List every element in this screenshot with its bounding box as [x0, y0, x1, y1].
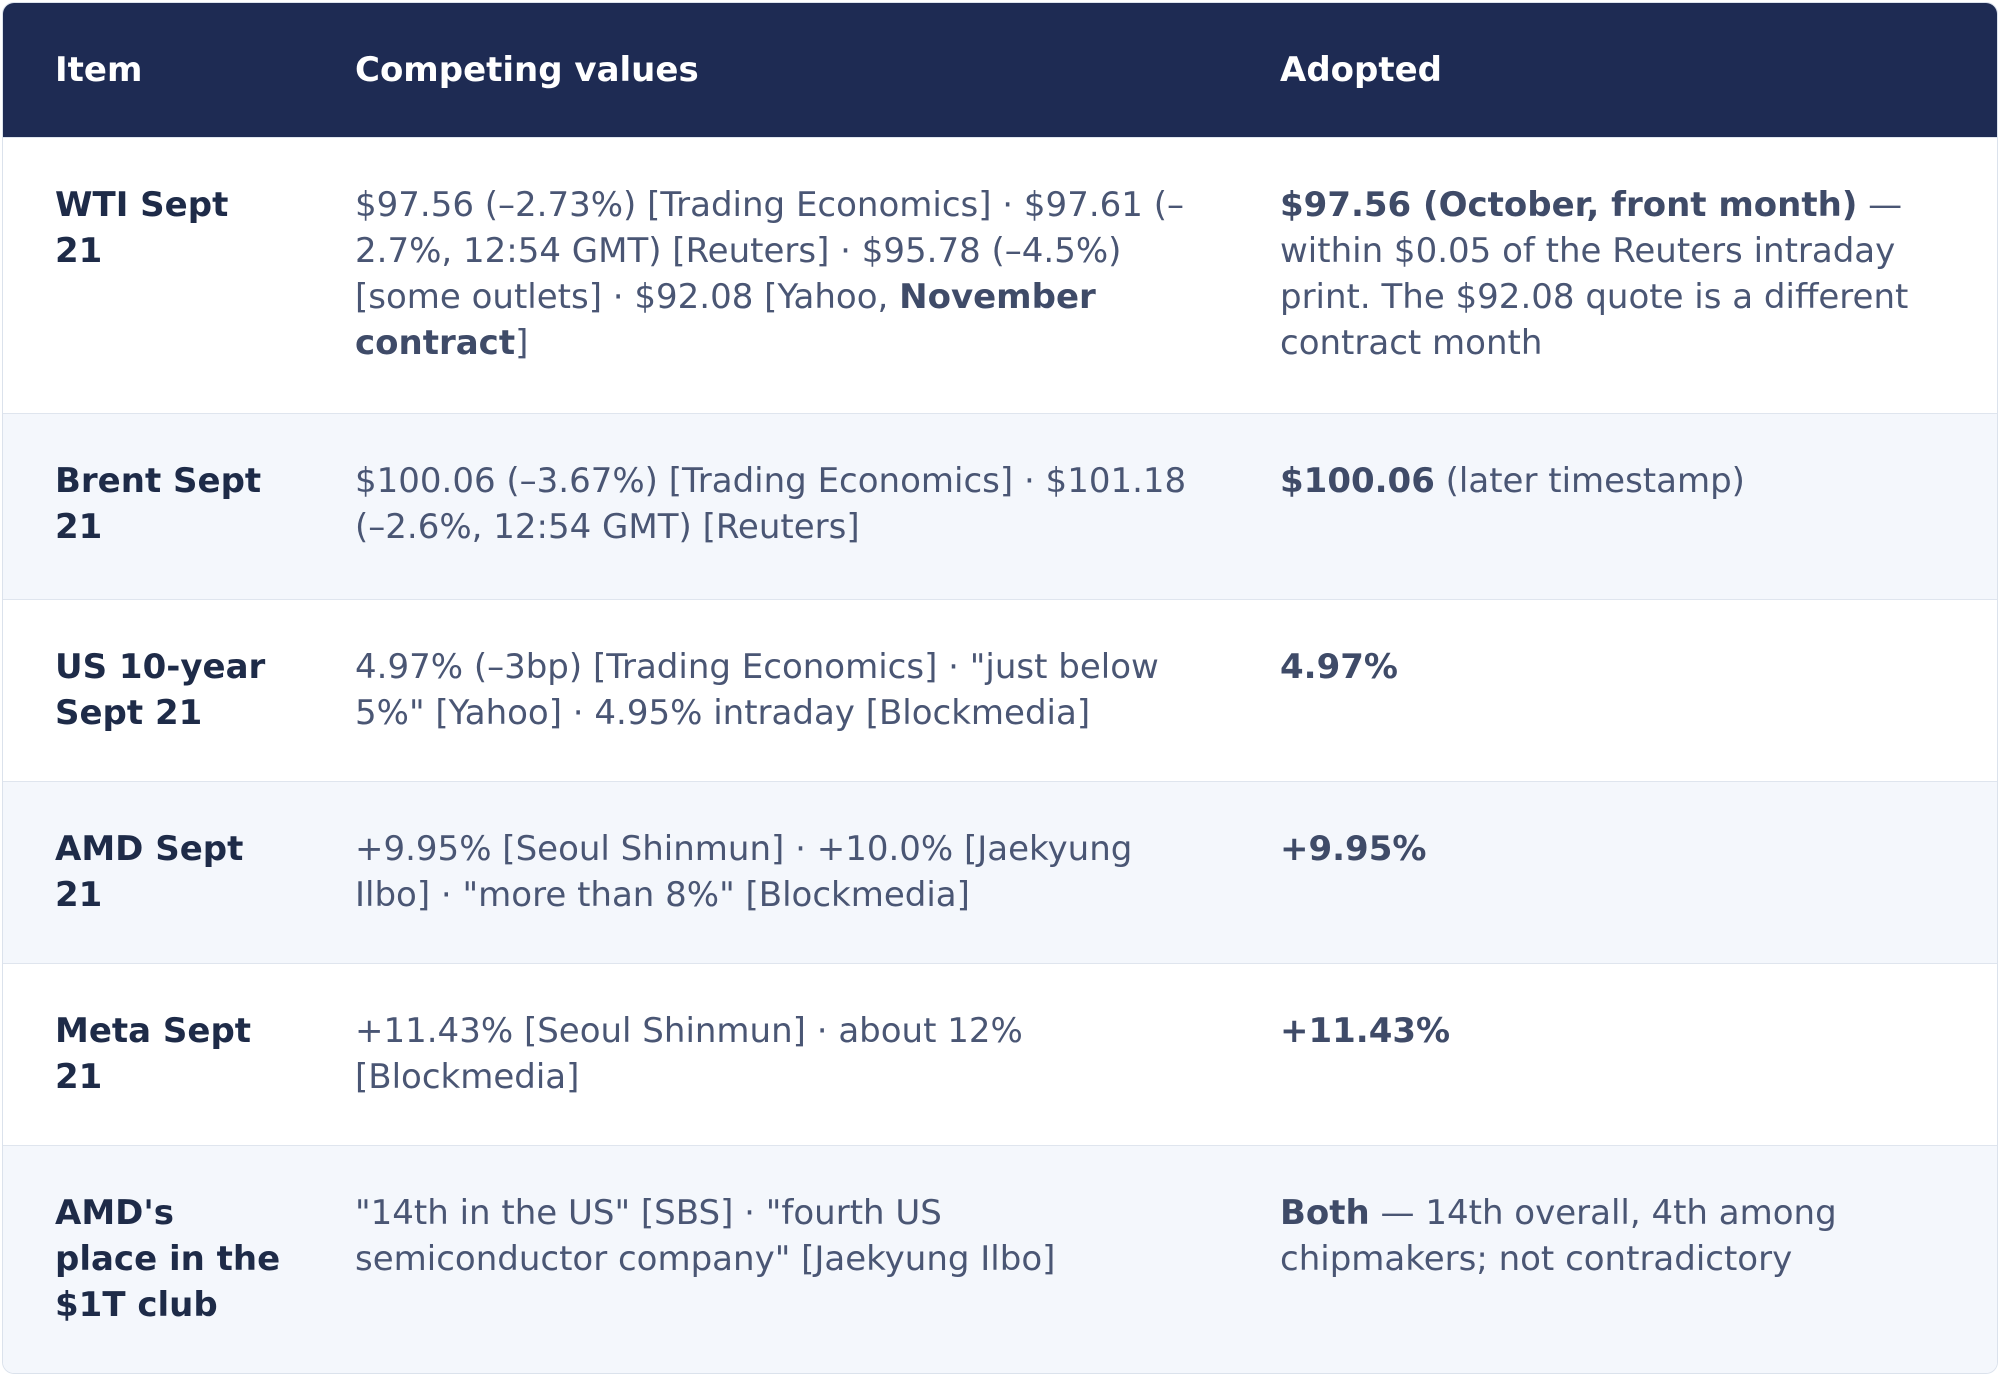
header-adopted: Adopted — [1280, 49, 1442, 90]
table-row: Brent Sept 21 $100.06 (–3.67%) [Trading … — [3, 413, 1997, 599]
header-competing-values: Competing values — [355, 49, 699, 90]
table-body: WTI Sept 21 $97.56 (–2.73%) [Trading Eco… — [3, 137, 1997, 1373]
item-cell: Brent Sept 21 — [55, 460, 262, 547]
adopted-cell: Both — 14th overall, 4th among chipmaker… — [1228, 1145, 1997, 1373]
item-cell: US 10-year Sept 21 — [55, 646, 266, 733]
competing-cell: 4.97% (–3bp) [Trading Economics] · "just… — [355, 646, 1159, 733]
table-row: US 10-year Sept 21 4.97% (–3bp) [Trading… — [3, 599, 1997, 781]
competing-cell: $100.06 (–3.67%) [Trading Economics] · $… — [355, 460, 1187, 547]
competing-text-end: ] — [515, 322, 529, 363]
adopted-note: — within $0.05 of the Reuters intraday p… — [1280, 184, 1909, 363]
adopted-cell: +9.95% — [1228, 781, 1997, 963]
adopted-value: +9.95% — [1280, 828, 1427, 869]
competing-emphasis: November contract — [355, 276, 1096, 363]
item-cell: AMD Sept 21 — [55, 828, 244, 915]
adopted-cell: +11.43% — [1228, 963, 1997, 1145]
competing-text: $97.56 (–2.73%) [Trading Economics] · $9… — [355, 184, 1184, 317]
competing-cell: "14th in the US" [SBS] · "fourth US semi… — [355, 1192, 1056, 1279]
adopted-cell: $97.56 (October, front month) — within $… — [1228, 137, 1997, 413]
adopted-note: (later timestamp) — [1434, 460, 1745, 501]
item-cell: WTI Sept 21 — [55, 184, 229, 271]
header-item: Item — [55, 49, 143, 90]
item-cell: AMD's place in the $1T club — [55, 1192, 281, 1325]
table-header: Item Competing values Adopted — [3, 3, 1997, 137]
adopted-cell: 4.97% — [1228, 599, 1997, 781]
item-cell: Meta Sept 21 — [55, 1010, 252, 1097]
table-row: Meta Sept 21 +11.43% [Seoul Shinmun] · a… — [3, 963, 1997, 1145]
competing-cell: $97.56 (–2.73%) [Trading Economics] · $9… — [303, 137, 1228, 413]
table-row: WTI Sept 21 $97.56 (–2.73%) [Trading Eco… — [3, 137, 1997, 413]
competing-cell: +9.95% [Seoul Shinmun] · +10.0% [Jaekyun… — [355, 828, 1133, 915]
table-row: AMD Sept 21 +9.95% [Seoul Shinmun] · +10… — [3, 781, 1997, 963]
comparison-table: Item Competing values Adopted WTI Sept 2… — [3, 3, 1997, 1373]
adopted-note: — 14th overall, 4th among chipmakers; no… — [1280, 1192, 1837, 1279]
adopted-value: $97.56 (October, front month) — [1280, 184, 1858, 225]
adopted-value: $100.06 — [1280, 460, 1435, 501]
adopted-value: Both — [1280, 1192, 1370, 1233]
adopted-value: +11.43% — [1280, 1010, 1451, 1051]
competing-cell: +11.43% [Seoul Shinmun] · about 12% [Blo… — [355, 1010, 1023, 1097]
adopted-cell: $100.06 (later timestamp) — [1228, 413, 1997, 599]
table-row: AMD's place in the $1T club "14th in the… — [3, 1145, 1997, 1373]
header-row: Item Competing values Adopted — [3, 3, 1997, 137]
adopted-value: 4.97% — [1280, 646, 1398, 687]
